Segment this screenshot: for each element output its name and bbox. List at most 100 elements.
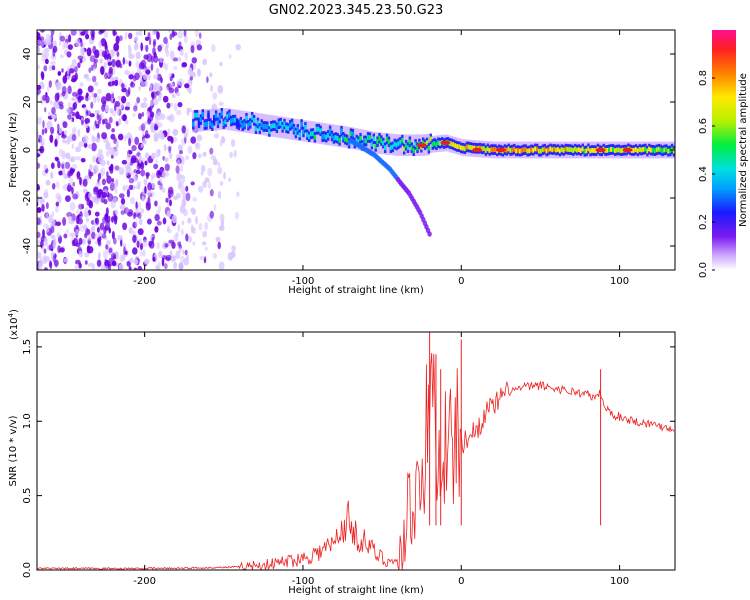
noise-speck xyxy=(197,68,201,77)
noise-speck xyxy=(176,109,182,116)
noise-speck xyxy=(114,100,121,108)
band-hot xyxy=(465,144,469,150)
noise-speck xyxy=(154,200,158,207)
noise-speck xyxy=(190,136,197,144)
noise-speck xyxy=(134,36,139,42)
band-hot xyxy=(619,148,622,154)
noise-speck xyxy=(37,153,41,158)
band-hot xyxy=(222,121,225,126)
noise-speck xyxy=(59,104,64,110)
noise-speck xyxy=(162,170,167,179)
noise-speck xyxy=(128,74,134,80)
band-envelope xyxy=(251,112,255,134)
bottom-xtick-label: -200 xyxy=(133,576,156,587)
band-hot xyxy=(226,114,229,120)
noise-speck xyxy=(128,54,135,59)
band-hot xyxy=(589,148,592,154)
band-hot xyxy=(591,148,594,153)
band-peak xyxy=(595,147,606,153)
noise-speck xyxy=(184,83,190,89)
noise-speck xyxy=(165,86,169,92)
noise-speck xyxy=(76,114,82,120)
band-peak xyxy=(416,143,427,148)
noise-speck xyxy=(48,35,52,43)
band-peak xyxy=(472,147,483,153)
band-hot xyxy=(431,142,434,147)
noise-speck xyxy=(91,135,96,143)
band-hot xyxy=(397,141,400,147)
noise-speck xyxy=(154,226,159,233)
noise-speck xyxy=(119,193,125,199)
spectrogram-plot-area xyxy=(37,30,675,270)
noise-speck xyxy=(189,76,193,81)
noise-speck xyxy=(77,55,84,60)
noise-speck xyxy=(43,65,48,72)
svg-text:(x104): (x104) xyxy=(7,309,20,340)
scale-label-exponent: 4 xyxy=(7,312,15,317)
band-hot xyxy=(463,146,467,152)
noise-speck xyxy=(194,30,200,38)
noise-speck xyxy=(148,37,152,46)
noise-speck xyxy=(98,40,102,49)
noise-speck xyxy=(184,34,188,44)
band-hot xyxy=(488,148,491,153)
bottom-axes: -200 -100 0 100 0.0 0.5 1.0 1.5 xyxy=(22,332,675,587)
noise-speck xyxy=(191,208,196,216)
noise-speck xyxy=(166,102,171,109)
band-hot xyxy=(399,139,402,145)
band-hot xyxy=(577,147,581,152)
noise-speck xyxy=(71,133,77,142)
noise-speck xyxy=(88,67,92,73)
noise-speck xyxy=(153,163,159,170)
noise-speck xyxy=(43,237,48,247)
noise-speck xyxy=(183,208,188,217)
noise-speck xyxy=(109,182,115,192)
band-hot xyxy=(545,148,548,154)
band-hot xyxy=(252,117,256,123)
noise-speck xyxy=(97,189,104,195)
noise-speck xyxy=(120,210,125,216)
noise-speck xyxy=(89,164,93,171)
noise-speck xyxy=(142,157,145,164)
noise-speck xyxy=(52,40,57,48)
noise-speck xyxy=(61,131,65,137)
band-hot xyxy=(334,135,337,140)
noise-speck xyxy=(64,161,71,169)
band-hot xyxy=(574,146,577,152)
noise-speck xyxy=(52,47,56,57)
noise-speck xyxy=(58,170,64,176)
noise-speck xyxy=(125,89,130,98)
band-hot xyxy=(458,144,461,150)
band-envelope xyxy=(194,110,198,132)
noise-speck xyxy=(111,178,115,183)
band-hot xyxy=(665,147,668,152)
band-hot xyxy=(363,138,366,144)
noise-speck xyxy=(124,134,127,142)
band-hot xyxy=(661,148,664,154)
figure-title: GN02.2023.345.23.50.G23 xyxy=(269,3,444,18)
noise-speck xyxy=(108,116,113,124)
noise-speck xyxy=(57,245,61,254)
noise-speck xyxy=(116,107,120,116)
band-hot xyxy=(524,147,527,153)
noise-speck xyxy=(121,114,128,122)
noise-speck xyxy=(171,241,176,249)
band-hot xyxy=(315,126,318,132)
noise-speck xyxy=(37,195,40,203)
noise-speck xyxy=(66,66,70,76)
band-hot xyxy=(583,148,586,154)
noise-speck xyxy=(123,246,126,255)
noise-speck xyxy=(131,230,136,236)
noise-speck xyxy=(125,169,129,177)
band-hot xyxy=(254,126,258,132)
noise-speck xyxy=(57,161,61,169)
band-hot xyxy=(279,120,282,126)
noise-speck xyxy=(161,257,165,267)
noise-speck xyxy=(180,185,186,195)
bottom-ytick-label: 1.0 xyxy=(22,413,33,429)
noise-speck xyxy=(65,152,71,160)
noise-speck xyxy=(129,257,134,264)
noise-speck xyxy=(84,260,88,265)
noise-speck xyxy=(128,47,132,57)
noise-speck xyxy=(156,221,162,226)
